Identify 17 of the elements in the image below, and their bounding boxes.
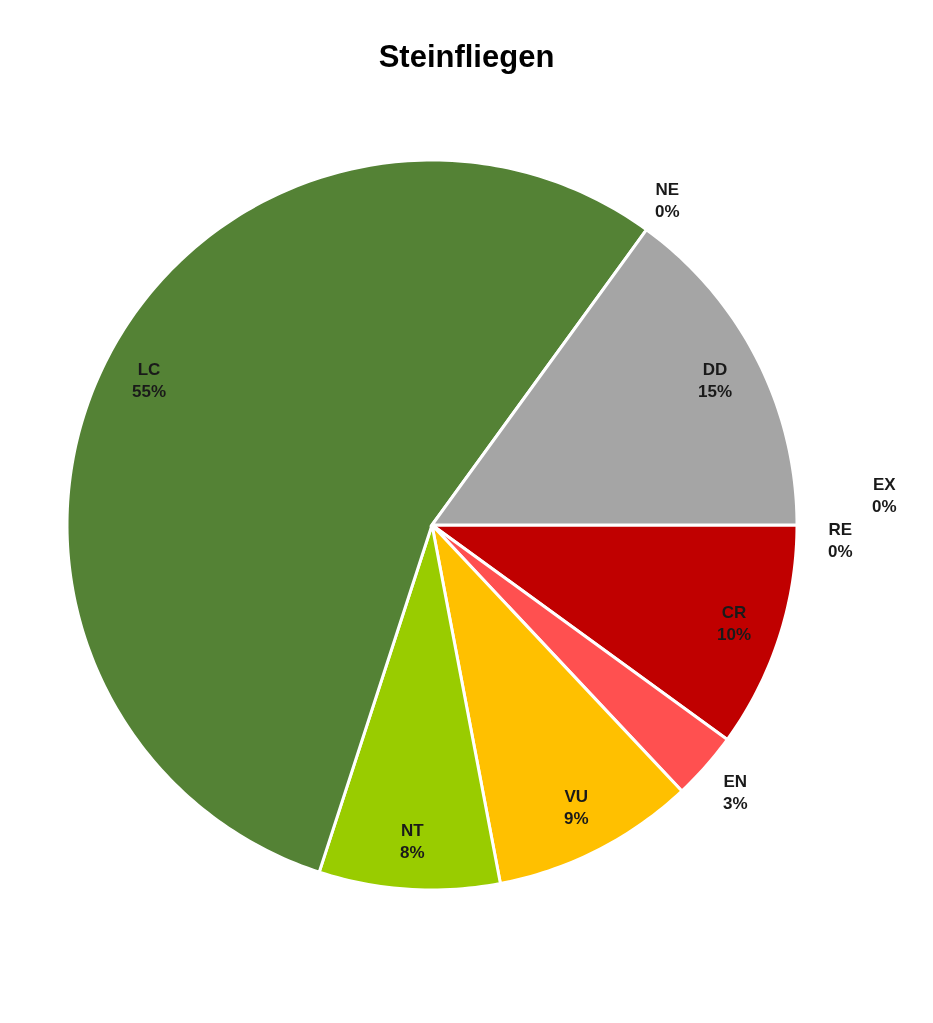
category-label: EX [872, 475, 896, 494]
data-label: 15% [698, 382, 733, 402]
slice-label: DD [702, 360, 728, 379]
data-label: 55% [132, 382, 167, 402]
slice-label: LC [137, 360, 161, 379]
category-label: NE [655, 180, 680, 199]
text: 0% [655, 202, 680, 222]
text: 0% [872, 497, 897, 517]
text: 0% [828, 542, 853, 562]
slice-label: VU [564, 787, 589, 806]
category-label: RE [828, 520, 853, 539]
chart-title: Steinfliegen [378, 39, 555, 75]
slice-label: EN [723, 772, 748, 791]
data-label: 9% [564, 809, 589, 829]
data-label: 8% [400, 843, 425, 863]
data-label: 3% [723, 794, 748, 814]
slice-label: NT [400, 821, 425, 840]
